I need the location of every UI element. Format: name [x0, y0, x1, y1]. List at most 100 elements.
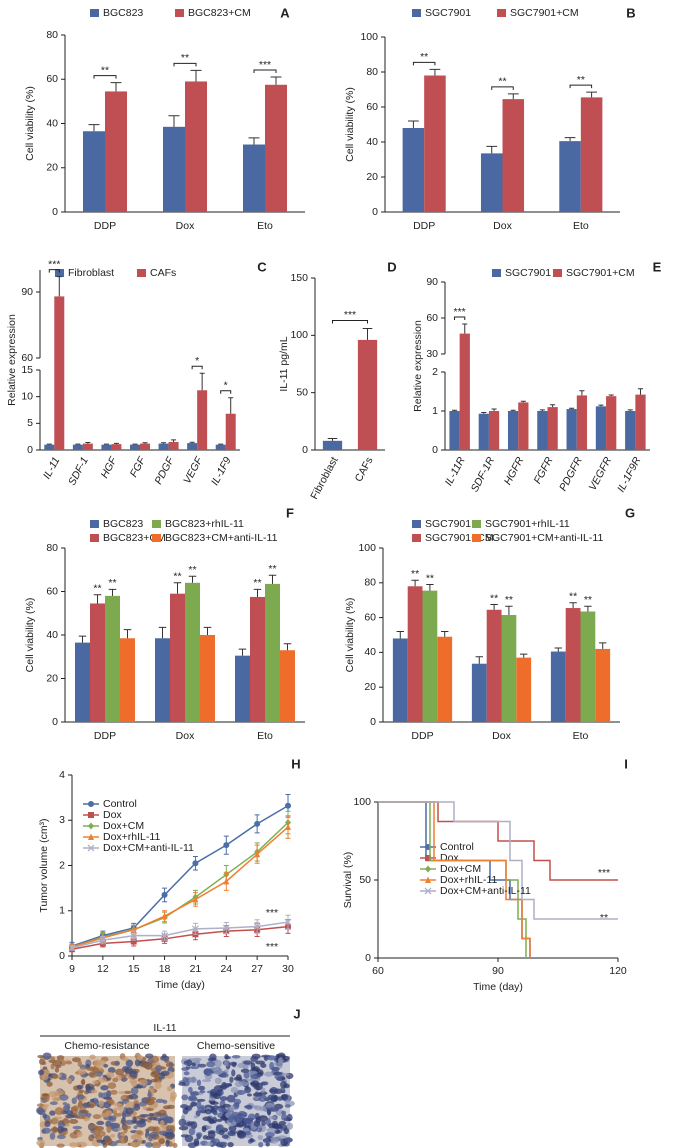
bar — [471, 663, 487, 722]
cell — [260, 1063, 267, 1068]
panel-letter: C — [257, 259, 267, 274]
x-tick-label: Dox — [493, 220, 512, 232]
bar — [82, 443, 93, 450]
bracket — [93, 75, 117, 79]
cell — [72, 1125, 83, 1130]
cell — [254, 1105, 263, 1111]
cell — [62, 1102, 68, 1106]
cell — [79, 1089, 85, 1093]
legend-marker — [88, 833, 94, 840]
cell — [160, 1066, 167, 1070]
cell — [249, 1138, 255, 1143]
error-bar — [270, 76, 282, 85]
cell — [183, 1071, 190, 1076]
cell — [283, 1083, 290, 1089]
series-line — [71, 925, 289, 950]
x-tick-label: Eto — [257, 220, 273, 232]
cell — [172, 1142, 178, 1148]
error-bar — [429, 68, 441, 76]
cell — [133, 1125, 138, 1129]
y-axis-label: IL-11 pg/mL — [278, 336, 290, 391]
survival-curve — [378, 801, 618, 881]
bar — [322, 440, 343, 450]
error-bar — [462, 323, 468, 334]
x-tick-label: FGFR — [532, 455, 556, 486]
tissue-image — [178, 1052, 295, 1148]
y-tick-label: 40 — [46, 117, 58, 129]
cell — [90, 1089, 98, 1094]
error-bar — [586, 91, 597, 98]
series-line — [71, 921, 289, 949]
cell — [201, 1126, 207, 1133]
bar — [44, 444, 55, 450]
marker — [192, 895, 199, 903]
error-bar — [362, 327, 373, 340]
cell — [108, 1117, 117, 1122]
y-tick-label: 60 — [46, 73, 58, 85]
cell — [41, 1127, 52, 1134]
cell — [71, 1097, 77, 1105]
cell — [96, 1139, 106, 1143]
survival-curve — [378, 801, 531, 958]
cell — [231, 1069, 236, 1077]
cell — [245, 1104, 253, 1110]
bar — [72, 444, 83, 450]
y-tick-label: 40 — [364, 646, 376, 658]
cell — [206, 1061, 216, 1068]
bar — [606, 396, 617, 450]
bar — [83, 131, 105, 212]
cell — [58, 1076, 67, 1081]
x-tick-label: 120 — [609, 965, 627, 977]
cell — [137, 1136, 143, 1145]
bar — [402, 128, 425, 212]
bracket — [412, 61, 436, 66]
cell — [105, 1110, 113, 1115]
bar — [75, 642, 90, 722]
image-title: IL-11 — [153, 1022, 176, 1034]
cell — [94, 1099, 100, 1106]
cell — [281, 1114, 288, 1121]
cell — [93, 1128, 101, 1137]
cell — [281, 1110, 287, 1116]
bar — [187, 443, 198, 450]
cell — [100, 1085, 109, 1091]
cell — [145, 1141, 153, 1148]
cell — [231, 1111, 240, 1119]
panel-letter: J — [293, 1006, 300, 1021]
cell — [60, 1059, 66, 1067]
bar — [550, 651, 566, 722]
cell — [41, 1093, 50, 1097]
x-tick-label: IL-11 — [41, 455, 62, 481]
cell — [282, 1055, 290, 1061]
y-tick-label: 80 — [364, 577, 376, 589]
bar — [120, 638, 135, 722]
cell — [49, 1132, 56, 1140]
significance: ** — [253, 577, 261, 589]
panel-letter: F — [286, 505, 294, 520]
marker — [68, 944, 76, 952]
error-bar — [171, 439, 177, 442]
cell — [184, 1134, 194, 1143]
cell — [115, 1068, 125, 1076]
y-tick-label: 60 — [366, 101, 378, 113]
significance: ** — [584, 594, 592, 606]
cell — [206, 1135, 211, 1141]
cell — [282, 1072, 290, 1076]
error-bar — [396, 631, 404, 639]
legend-marker — [425, 865, 431, 873]
cell — [286, 1113, 293, 1122]
annotation: *** — [598, 867, 610, 879]
cell — [226, 1094, 236, 1103]
significance: ** — [411, 568, 419, 580]
legend-swatch — [412, 534, 421, 542]
x-tick-label: 60 — [372, 965, 384, 977]
cell — [130, 1087, 139, 1095]
cell — [145, 1098, 155, 1106]
significance: ** — [577, 74, 585, 86]
cell — [141, 1139, 146, 1144]
cell — [50, 1127, 59, 1133]
error-bar — [75, 443, 81, 445]
cell — [210, 1109, 217, 1113]
y-tick-label: 0 — [302, 444, 308, 456]
cell — [178, 1126, 189, 1131]
